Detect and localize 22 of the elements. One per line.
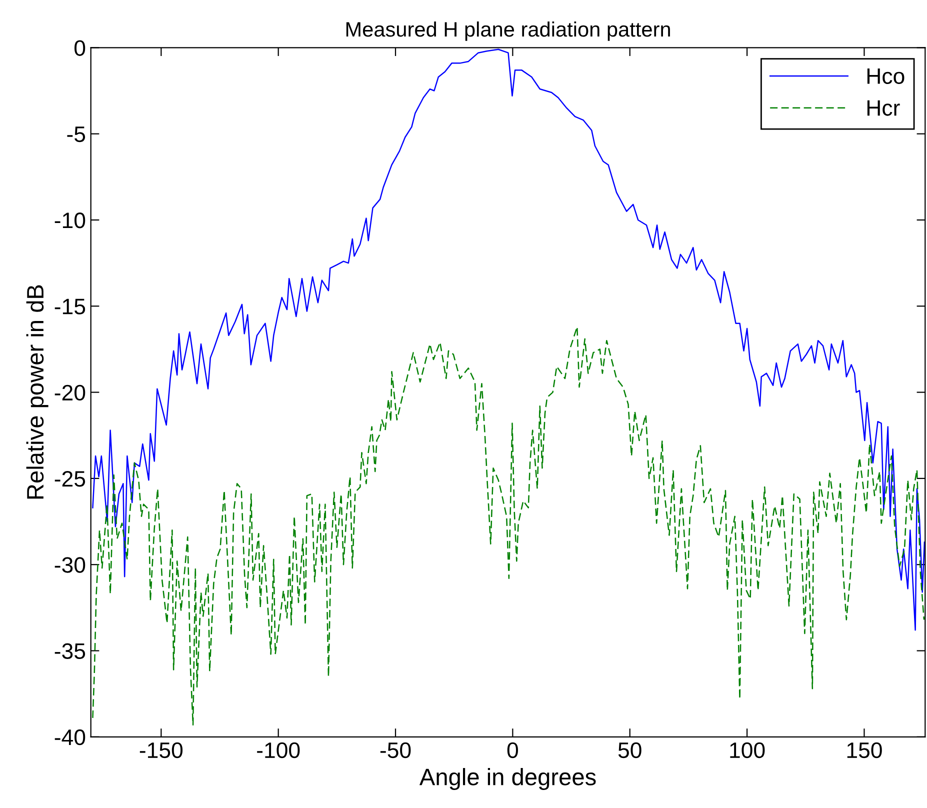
- y-tick-label: -30: [54, 557, 86, 573]
- y-tick-label: -20: [54, 384, 86, 401]
- x-tick-label: -50: [380, 742, 411, 758]
- x-tick-label: 150: [847, 742, 882, 758]
- y-axis-title: Relative power in dB: [26, 285, 48, 499]
- x-axis-title: Angle in degrees: [419, 768, 596, 790]
- chart-title: Measured H plane radiation pattern: [346, 21, 670, 41]
- y-tick-label: 0: [74, 40, 86, 56]
- x-tick-label: -100: [257, 742, 300, 758]
- line-series: [92, 326, 925, 726]
- y-tick-label: -40: [54, 729, 86, 746]
- legend-label: Hco: [867, 68, 904, 84]
- x-tick-label: 100: [730, 742, 765, 758]
- x-tick-label: -150: [140, 742, 183, 758]
- y-tick-label: -10: [54, 212, 86, 228]
- y-tick-label: -35: [54, 643, 86, 660]
- y-tick-label: -25: [54, 470, 86, 487]
- x-tick-label: 50: [618, 742, 642, 758]
- x-tick-label: 0: [507, 742, 518, 758]
- y-tick-label: -15: [54, 298, 86, 314]
- y-tick-label: -5: [67, 126, 86, 142]
- legend-label: Hcr: [867, 100, 900, 116]
